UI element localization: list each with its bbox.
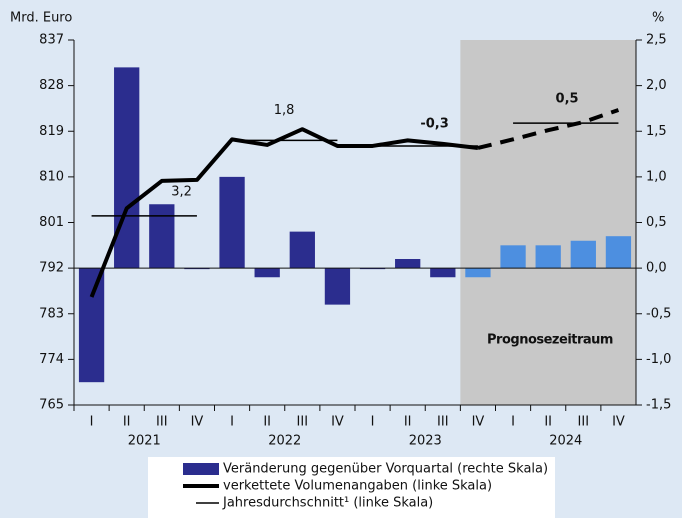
bar: [289, 231, 315, 269]
bar: [535, 245, 561, 269]
bar: [149, 204, 175, 269]
year-label: 2023: [409, 434, 442, 449]
y-tick-label: 774: [39, 352, 64, 367]
x-tick-label: I: [371, 415, 375, 430]
bar: [570, 240, 596, 269]
y2-tick-label: -1,5: [646, 398, 671, 413]
volume-line: [89, 127, 479, 298]
y-tick-label: 810: [39, 169, 64, 184]
forecast-line: [477, 108, 620, 150]
x-tick-label: II: [404, 415, 412, 430]
legend-label: Veränderung gegenüber Vorquartal (rechte…: [223, 462, 548, 477]
bar: [219, 176, 245, 269]
bar: [500, 245, 526, 269]
y2-tick-label: -0,5: [646, 306, 671, 321]
x-tick-label: II: [123, 415, 131, 430]
y2-axis-label: %: [652, 11, 664, 26]
x-tick-label: III: [578, 415, 590, 430]
annual-growth-label: 3,2: [171, 184, 192, 199]
y2-tick-label: 1,5: [646, 124, 667, 139]
legend-label: verkettete Volumenangaben (linke Skala): [223, 479, 492, 494]
x-tick-label: III: [297, 415, 309, 430]
y-tick-label: 801: [39, 215, 64, 230]
bar: [78, 268, 105, 383]
annual-growth-label: 0,5: [556, 92, 579, 107]
x-tick-label: IV: [472, 415, 485, 430]
forecast-region: [460, 40, 636, 405]
bar: [324, 268, 351, 305]
y2-tick-label: 0,5: [646, 215, 667, 230]
forecast-label: Prognosezeitraum: [487, 333, 613, 348]
bar: [430, 268, 456, 278]
y-tick-label: 837: [39, 33, 64, 48]
y-tick-label: 819: [39, 124, 64, 139]
bar: [605, 236, 632, 269]
x-tick-label: III: [437, 415, 449, 430]
y2-tick-label: -1,0: [646, 352, 671, 367]
x-tick-label: I: [230, 415, 234, 430]
y-axis-label: Mrd. Euro: [10, 11, 72, 26]
x-tick-label: IV: [612, 415, 625, 430]
x-tick-label: IV: [191, 415, 204, 430]
y2-tick-label: 2,0: [646, 78, 667, 93]
annual-growth-label: 1,8: [274, 103, 295, 118]
year-label: 2022: [268, 434, 301, 449]
legend-swatch: [183, 463, 219, 475]
x-tick-label: I: [511, 415, 515, 430]
bar: [395, 259, 421, 269]
x-tick-label: III: [156, 415, 168, 430]
bar: [114, 67, 140, 269]
y-tick-label: 765: [39, 398, 64, 413]
y-tick-label: 828: [39, 78, 64, 93]
x-tick-label: IV: [331, 415, 344, 430]
y-tick-label: 783: [39, 306, 64, 321]
bar: [254, 268, 280, 278]
y2-tick-label: 1,0: [646, 169, 667, 184]
x-tick-label: I: [90, 415, 94, 430]
bar: [465, 268, 491, 278]
legend-label: Jahresdurchschnitt¹ (linke Skala): [222, 496, 433, 511]
year-label: 2021: [128, 434, 161, 449]
y2-tick-label: 0,0: [646, 261, 667, 276]
x-tick-label: II: [544, 415, 552, 430]
y-tick-label: 792: [39, 261, 64, 276]
annual-growth-label: -0,3: [420, 116, 448, 131]
year-label: 2024: [549, 434, 582, 449]
x-tick-label: II: [263, 415, 271, 430]
y2-tick-label: 2,5: [646, 33, 667, 48]
